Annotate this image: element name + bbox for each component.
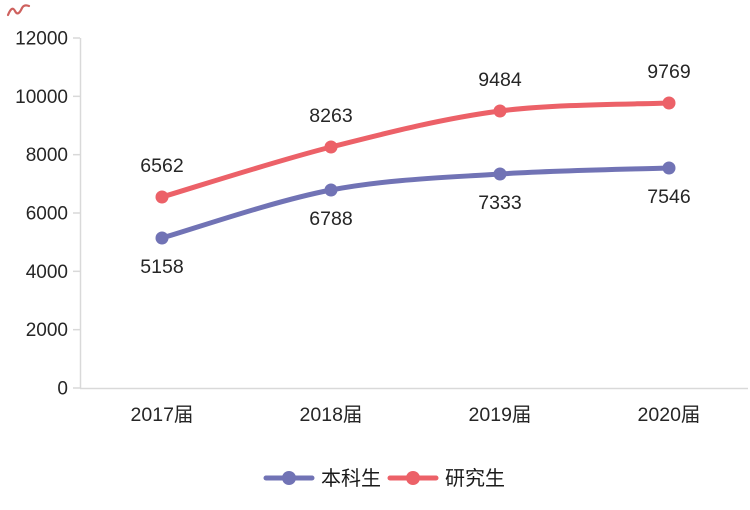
- data-point-label: 6562: [140, 155, 183, 177]
- y-axis-label: 6000: [26, 204, 68, 225]
- data-point-marker: [324, 140, 338, 154]
- legend-label: 研究生: [445, 467, 505, 490]
- data-point-label: 6788: [309, 208, 352, 230]
- legend-label: 本科生: [321, 467, 381, 490]
- data-point-marker: [324, 183, 338, 197]
- series-line: [159, 100, 672, 200]
- data-point-marker: [155, 190, 169, 204]
- data-point-marker: [493, 167, 507, 181]
- legend-item: 研究生: [387, 467, 505, 490]
- data-point-marker: [662, 96, 676, 110]
- y-axis-label: 8000: [26, 145, 68, 166]
- x-axis-label: 2020届: [638, 404, 701, 426]
- data-point-marker: [155, 231, 169, 245]
- data-point-marker: [662, 161, 676, 175]
- y-axis-label: 10000: [15, 87, 68, 108]
- data-point-label: 8263: [309, 105, 352, 127]
- legend-dot-marker: [406, 471, 420, 485]
- data-point-label: 7546: [647, 186, 690, 208]
- x-axis-label: 2019届: [469, 404, 532, 426]
- data-point-marker: [493, 104, 507, 118]
- y-axis-label: 4000: [26, 262, 68, 283]
- y-axis-label: 12000: [15, 29, 68, 50]
- legend-item: 本科生: [263, 467, 381, 490]
- data-point-label: 7333: [478, 192, 521, 214]
- data-point-label: 5158: [140, 256, 183, 278]
- series-line: [159, 165, 672, 241]
- y-axis-label: 2000: [26, 320, 68, 341]
- corner-scribble-icon: [6, 4, 31, 17]
- legend-dot-marker: [282, 471, 296, 485]
- x-axis-label: 2018届: [300, 404, 363, 426]
- data-point-label: 9484: [478, 69, 522, 91]
- data-point-label: 9769: [647, 61, 690, 83]
- y-axis-label: 0: [57, 379, 68, 400]
- x-axis-label: 2017届: [131, 404, 194, 426]
